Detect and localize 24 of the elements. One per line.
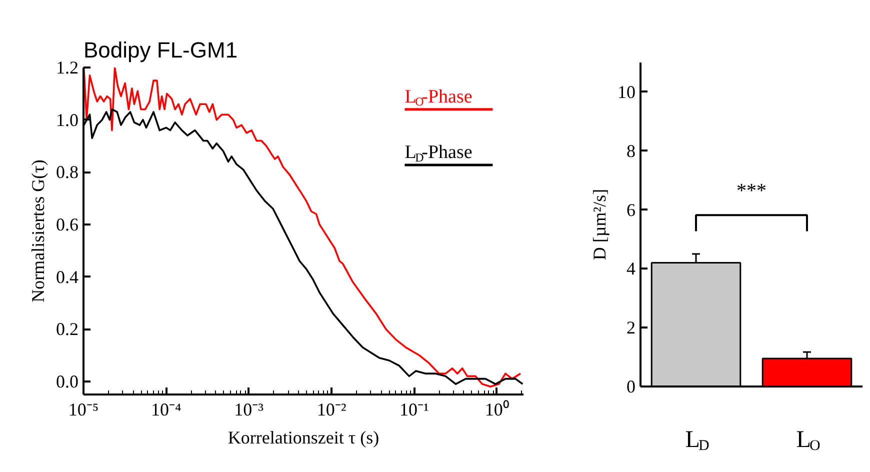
y-tick-label: 0.2 [56, 319, 78, 340]
x-axis-title: Korrelationszeit τ (s) [228, 428, 380, 448]
x-tick-label: 10⁻⁵ [68, 400, 99, 420]
y-axis-title: D [µm²/s] [590, 188, 610, 260]
x-tick-label: 10⁰ [484, 400, 509, 420]
y-tick-label: 0.0 [56, 371, 78, 392]
y-tick-label: 2 [626, 318, 636, 338]
x-tick-label: 10⁻¹ [399, 400, 429, 420]
y-tick-label: 1.0 [56, 110, 78, 130]
y-tick-label: 0.6 [56, 214, 78, 234]
y-tick-label: 6 [626, 200, 636, 220]
y-tick-label: 1.2 [56, 58, 78, 78]
y-tick-label: 4 [626, 258, 636, 279]
y-tick-label: 0.4 [56, 266, 78, 287]
y-axis-title: Normalisiertes G(τ) [28, 160, 48, 302]
y-tick-label: 0 [626, 376, 636, 396]
x-tick-label: 10⁻⁴ [151, 400, 182, 420]
y-tick-label: 0.8 [56, 162, 78, 182]
y-tick-label: 8 [626, 140, 636, 161]
x-tick-label: 10⁻² [316, 400, 346, 420]
chart-title: Bodipy FL-GM1 [84, 38, 238, 62]
x-tick-label: 10⁻³ [234, 400, 264, 420]
y-tick-label: 10 [618, 82, 636, 102]
annotation: *** [736, 180, 766, 202]
